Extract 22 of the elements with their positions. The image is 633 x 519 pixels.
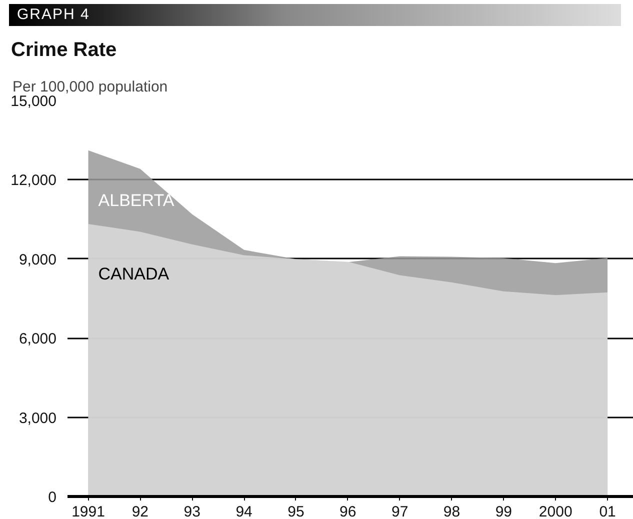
x-tick-label: 1991 (72, 504, 105, 519)
y-tick-label: 0 (48, 489, 56, 506)
x-tick-label: 01 (599, 504, 616, 519)
x-tick-label: 96 (340, 504, 356, 519)
y-tick-label: 12,000 (10, 172, 57, 190)
x-tick-label: 93 (184, 504, 200, 519)
x-tick-label: 2000 (538, 504, 572, 519)
series-label: CANADA (98, 264, 170, 284)
x-tick-label: 92 (132, 504, 149, 519)
x-tick-label: 95 (288, 504, 304, 519)
y-tick-label: 15,000 (10, 93, 57, 110)
y-axis-title: Per 100,000 population (12, 78, 168, 96)
x-tick-label: 94 (236, 504, 252, 519)
y-tick-label: 3,000 (18, 410, 57, 427)
caption: GRAPH 4 (17, 5, 90, 25)
x-tick-label: 99 (495, 504, 512, 519)
x-tick-label: 97 (391, 504, 408, 519)
y-tick-label: 9,000 (18, 251, 57, 268)
x-tick-label: 98 (443, 504, 460, 519)
series-label: ALBERTA (98, 190, 175, 210)
chart-title: Crime Rate (11, 38, 117, 63)
y-tick-label: 6,000 (18, 330, 57, 348)
